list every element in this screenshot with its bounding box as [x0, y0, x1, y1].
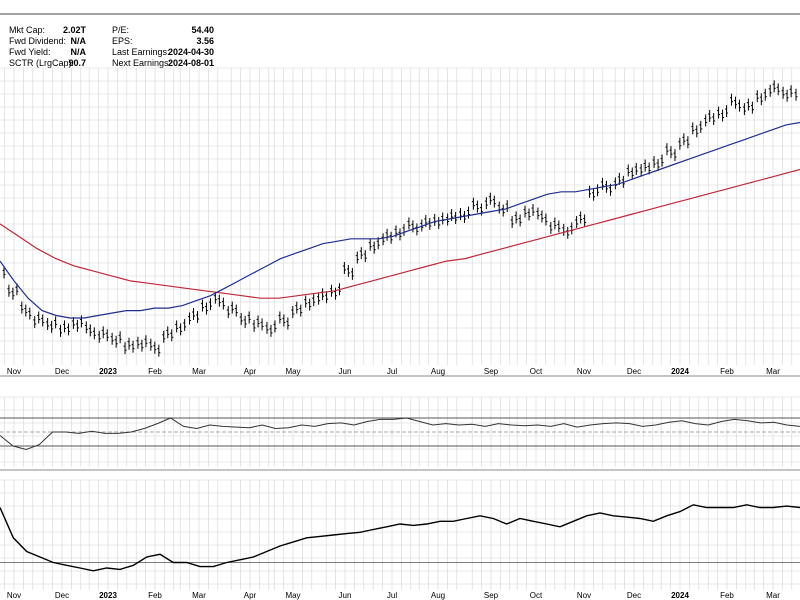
x-tick-label: Jun [339, 591, 352, 600]
info-label: Fwd Dividend: [9, 36, 67, 46]
info-label: Last Earnings: [112, 47, 170, 57]
x-tick-label: Aug [431, 591, 445, 600]
info-label: P/E: [112, 25, 130, 35]
x-tick-label: Feb [148, 367, 162, 376]
info-value: 2024-04-30 [167, 47, 214, 57]
x-tick-label: Apr [244, 367, 257, 376]
x-tick-label: Dec [55, 591, 69, 600]
price-bars [2, 80, 798, 357]
info-value: 2024-08-01 [167, 58, 214, 68]
x-tick-label: Dec [55, 367, 69, 376]
x-tick-label: Oct [530, 367, 543, 376]
indicator-panel-grid [0, 479, 800, 590]
price-panel-grid [0, 67, 800, 365]
info-value: 54.40 [191, 25, 214, 35]
info-value: 90.7 [68, 58, 86, 68]
x-tick-label: Jun [339, 367, 352, 376]
info-row-fwd-yield: Fwd Yield: N/A [9, 47, 86, 57]
x-tick-label: May [285, 591, 300, 600]
info-value: 2.02T [62, 25, 86, 35]
x-tick-label: 2024 [671, 367, 689, 376]
price-x-axis-labels: Nov Dec 2023 Feb Mar Apr May Jun Jul Aug Sep Oct Nov… [7, 367, 780, 376]
x-tick-label: Apr [244, 591, 257, 600]
x-tick-label: Sep [484, 367, 499, 376]
x-tick-label: Aug [431, 367, 445, 376]
rsi-line [0, 417, 800, 451]
x-tick-label: Dec [627, 591, 641, 600]
x-tick-label: Mar [192, 591, 206, 600]
info-row-mkt-cap: Mkt Cap: 2.02T [9, 25, 86, 35]
x-tick-label: Feb [720, 591, 734, 600]
x-tick-label: Feb [720, 367, 734, 376]
info-label: EPS: [112, 36, 133, 46]
x-tick-label: Mar [192, 367, 206, 376]
rsi-panel-grid [0, 396, 800, 467]
info-block-right: P/E: 54.40 EPS: 3.56 Last Earnings: 2024… [112, 25, 214, 68]
info-row-last-earnings: Last Earnings: 2024-04-30 [112, 47, 214, 57]
info-row-pe: P/E: 54.40 [112, 25, 214, 35]
x-tick-label: Jul [387, 367, 397, 376]
info-value: N/A [70, 47, 87, 57]
moving-average-short-line [0, 121, 800, 319]
x-tick-label: Nov [7, 367, 21, 376]
x-tick-label: Nov [7, 591, 21, 600]
info-row-next-earnings: Next Earnings: 2024-08-01 [112, 58, 214, 68]
x-tick-label: 2023 [99, 591, 117, 600]
x-tick-label: Dec [627, 367, 641, 376]
info-value: N/A [70, 36, 87, 46]
info-label: Fwd Yield: [9, 47, 51, 57]
x-tick-label: Oct [530, 591, 543, 600]
x-tick-label: Nov [577, 591, 591, 600]
info-block-left: Mkt Cap: 2.02T Fwd Dividend: N/A Fwd Yie… [9, 25, 86, 68]
x-tick-label: Feb [148, 591, 162, 600]
x-tick-label: Sep [484, 591, 499, 600]
indicator-line [0, 504, 800, 572]
info-row-fwd-dividend: Fwd Dividend: N/A [9, 36, 86, 46]
info-row-sctr: SCTR (LrgCap): 90.7 [9, 58, 86, 68]
info-label: Next Earnings: [112, 58, 172, 68]
info-row-eps: EPS: 3.56 [112, 36, 214, 46]
x-tick-label: 2024 [671, 591, 689, 600]
x-tick-label: Mar [766, 367, 780, 376]
x-tick-label: Mar [766, 591, 780, 600]
x-tick-label: May [285, 367, 300, 376]
x-tick-label: Jul [387, 591, 397, 600]
info-value: 3.56 [196, 36, 214, 46]
x-tick-label: 2023 [99, 367, 117, 376]
info-label: Mkt Cap: [9, 25, 46, 35]
info-label: SCTR (LrgCap): [9, 58, 75, 68]
x-tick-label: Nov [577, 367, 591, 376]
indicator-x-axis-labels: Nov Dec 2023 Feb Mar Apr May Jun Jul Aug Sep Oct Nov… [7, 591, 780, 600]
moving-average-long-line [0, 168, 800, 299]
